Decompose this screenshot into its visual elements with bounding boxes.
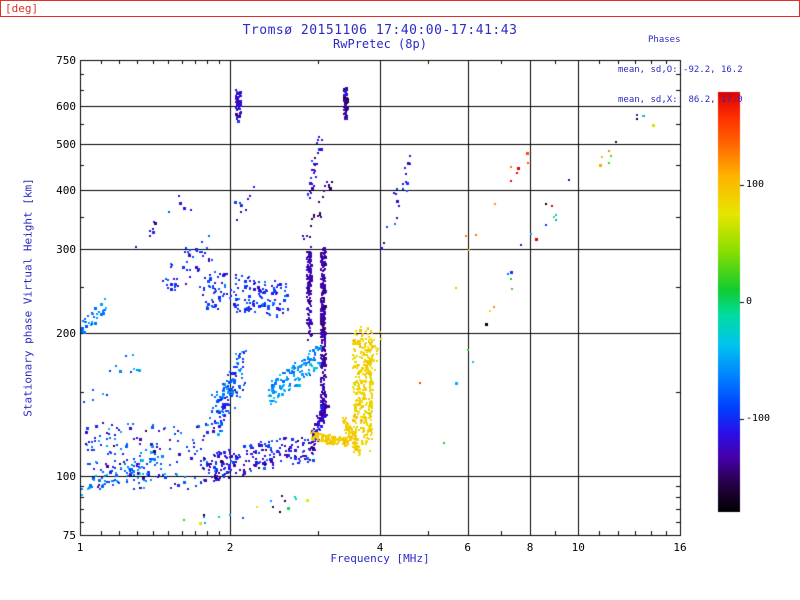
colorbar-tick-label: -100 [746,412,771,424]
phase-stats-x-mode: mean, sd,X: 86.2, 17.0 [618,95,743,105]
phase-stats-o-mode: mean, sd,O: -92.2, 16.2 [618,65,743,75]
x-tick-label: 2 [226,541,234,554]
colorbar-tick-label: 0 [746,296,753,307]
plot-subtitle: RwPretec (8p) [333,37,427,51]
plot-title: Tromsø 20151106 17:40:00-17:41:43 [242,23,518,38]
y-tick-label: 200 [56,326,76,340]
x-tick-label: 8 [526,541,534,554]
x-tick-label: 10 [571,541,585,554]
x-axis-label: Frequency [MHz] [330,552,430,565]
y-tick-label: 750 [56,54,76,67]
y-tick-label: 300 [56,243,76,257]
x-tick-label: 6 [464,541,472,554]
colorbar-tick-label: 100 [746,179,765,191]
y-tick-label: 400 [56,183,76,197]
y-tick-label: 600 [56,100,76,114]
y-tick-label: 500 [56,137,76,151]
x-tick-label: 1 [76,541,84,554]
x-tick-label: 16 [673,541,687,554]
y-tick-label: 75 [62,529,76,542]
y-axis-label: Stationary phase Virtual Height [km] [21,178,35,417]
phase-stats: Phases mean, sd,O: -92.2, 16.2 mean, sd,… [618,15,743,125]
phase-stats-header: Phases [648,35,681,45]
y-tick-label: 100 [56,469,76,483]
x-tick-label: 4 [376,541,384,554]
